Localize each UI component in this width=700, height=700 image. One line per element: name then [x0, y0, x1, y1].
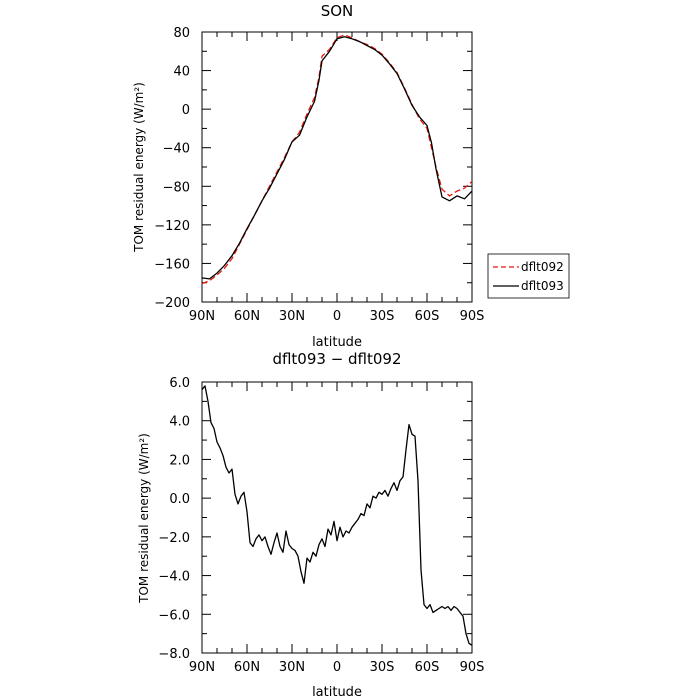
- top-y-tick-label: −160: [154, 257, 190, 272]
- top-chart-title: SON: [321, 2, 354, 20]
- bottom-plot-frame: [201, 381, 473, 654]
- bottom-x-tick-label: 90N: [189, 660, 215, 675]
- bottom-y-tick-label: −2.0: [158, 531, 190, 546]
- bottom-x-tick-label: 60N: [234, 660, 260, 675]
- top-y-axis-label: TOM residual energy (W/m²): [132, 82, 146, 253]
- bottom-x-tick-label: 30S: [370, 660, 395, 675]
- bottom-x-tick-label: 60S: [415, 660, 440, 675]
- top-y-tick-label: 0: [182, 103, 190, 118]
- top-y-tick-label: 80: [173, 26, 190, 41]
- bottom-series-group: [201, 385, 473, 646]
- top-x-tick-label: 60S: [415, 309, 440, 324]
- top-x-axis-label: latitude: [312, 335, 362, 350]
- legend-box: [487, 253, 570, 299]
- bottom-chart-title: dflt093 − dflt092: [272, 350, 401, 368]
- bottom-y-tick-label: −8.0: [158, 647, 190, 662]
- top-x-tick-label: 30N: [279, 309, 305, 324]
- bottom-x-tick-label: 90S: [460, 660, 485, 675]
- top-y-tick-label: −80: [163, 180, 190, 195]
- legend-label-dflt093: dflt093: [521, 279, 564, 293]
- top-series-group: [201, 34, 473, 285]
- top-y-tick-label: −120: [154, 219, 190, 234]
- legend: dflt092 dflt093: [487, 253, 570, 299]
- legend-label-dflt092: dflt092: [521, 260, 564, 274]
- bottom-x-tick-label: 30N: [279, 660, 305, 675]
- bottom-y-tick-label: −6.0: [158, 608, 190, 623]
- top-y-tick-label: −200: [154, 296, 190, 311]
- bottom-y-tick-label: 2.0: [169, 453, 190, 468]
- top-y-tick-label: −40: [163, 142, 190, 157]
- top-y-tick-label: 40: [173, 65, 190, 80]
- top-series-line-dflt092: [201, 34, 473, 285]
- bottom-y-tick-label: 0.0: [169, 492, 190, 507]
- bottom-chart-panel: dflt093 − dflt092 90N 60N 30N 0 30S 60S 90S 6.0…: [137, 350, 484, 700]
- top-series-line-dflt093: [201, 36, 473, 280]
- bottom-axis-ticks: 90N 60N 30N 0 30S 60S 90S 6.0 4.0 2.0 0.0 −2.0 −4.0 −…: [158, 376, 484, 675]
- top-x-tick-label: 90N: [189, 309, 215, 324]
- bottom-y-tick-label: −4.0: [158, 570, 190, 585]
- bottom-series-line-difference: [201, 385, 473, 646]
- bottom-y-axis-label: TOM residual energy (W/m²): [137, 433, 151, 604]
- bottom-y-tick-label: 6.0: [169, 376, 190, 391]
- top-x-tick-label: 30S: [370, 309, 395, 324]
- top-chart-panel: SON 90N 60N 30N 0 30S 60S 90S 80 40 0 −40 −80 −120 −1…: [132, 2, 484, 350]
- bottom-x-axis-label: latitude: [312, 685, 362, 700]
- top-plot-frame: [201, 31, 473, 303]
- top-x-tick-label: 60N: [234, 309, 260, 324]
- bottom-y-tick-label: 4.0: [169, 415, 190, 430]
- bottom-x-tick-label: 0: [333, 660, 341, 675]
- top-x-tick-label: 90S: [460, 309, 485, 324]
- top-axis-ticks: 90N 60N 30N 0 30S 60S 90S 80 40 0 −40 −80 −120 −160 −2…: [154, 26, 484, 324]
- top-x-tick-label: 0: [333, 309, 341, 324]
